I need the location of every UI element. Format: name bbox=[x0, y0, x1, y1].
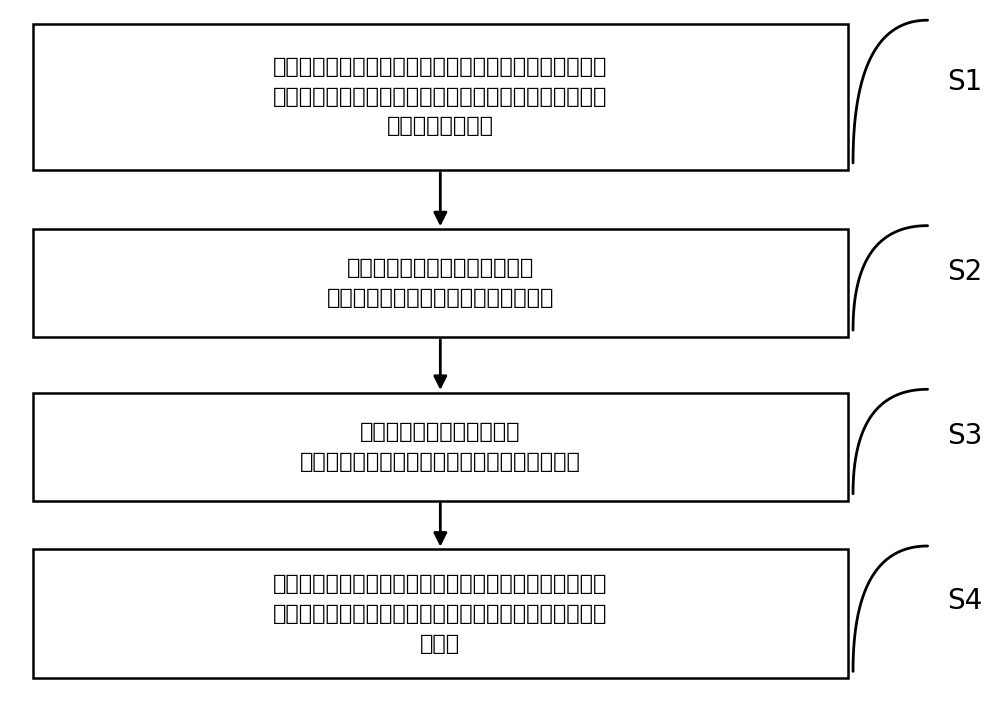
Text: 将筛选出的所有纯物质及纯物质的特征峰关联函数导入到
原始谱中，通过深度学习算法进行学习和自回归，获得组
分浓度: 将筛选出的所有纯物质及纯物质的特征峰关联函数导入到 原始谱中，通过深度学习算法进… bbox=[273, 574, 608, 654]
Text: 采集待测样品的原始光谱数据，
并对光谱数据进行预处理，获得原始谱: 采集待测样品的原始光谱数据， 并对光谱数据进行预处理，获得原始谱 bbox=[327, 258, 554, 308]
Text: 对待测样品进行定性分析，
筛选出对应的纯物质的特征峰及特征峰关联函数: 对待测样品进行定性分析， 筛选出对应的纯物质的特征峰及特征峰关联函数 bbox=[300, 422, 581, 472]
Text: S2: S2 bbox=[948, 258, 983, 286]
FancyBboxPatch shape bbox=[33, 550, 848, 678]
Text: S4: S4 bbox=[948, 587, 983, 615]
FancyBboxPatch shape bbox=[33, 393, 848, 501]
FancyBboxPatch shape bbox=[33, 229, 848, 337]
Text: S1: S1 bbox=[948, 68, 983, 96]
Text: 采集纯物质的吸收光谱，并对吸收光谱进行特征峰提取和
特征峰的关联处理，获得纯物质的不同特征峰及不同特征
峰之间的关联函数: 采集纯物质的吸收光谱，并对吸收光谱进行特征峰提取和 特征峰的关联处理，获得纯物质… bbox=[273, 57, 608, 136]
Text: S3: S3 bbox=[948, 422, 983, 450]
FancyBboxPatch shape bbox=[33, 24, 848, 170]
